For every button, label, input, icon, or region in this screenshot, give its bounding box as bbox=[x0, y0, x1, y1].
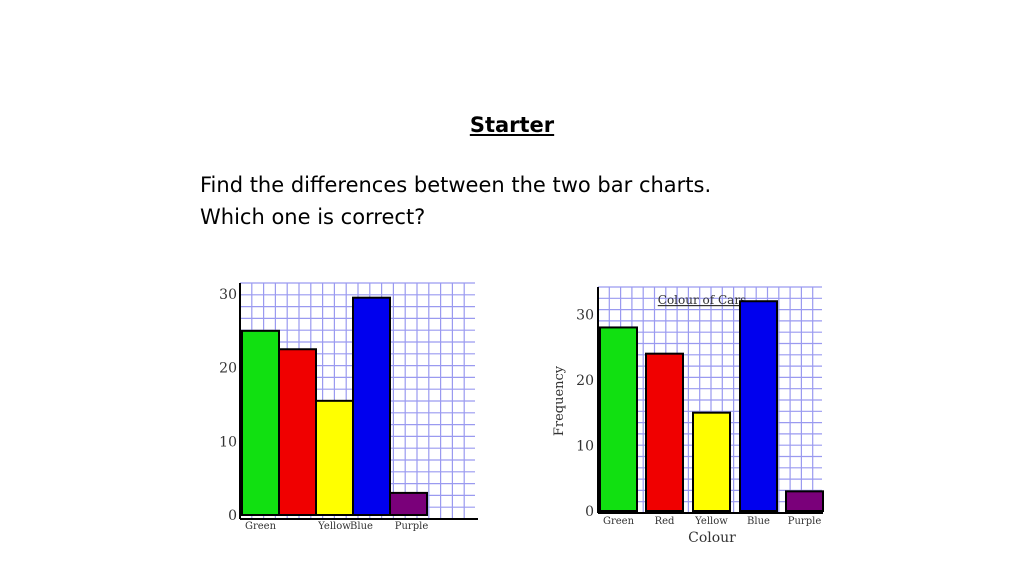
bar-yellow bbox=[692, 411, 731, 513]
bar-yellow bbox=[315, 399, 354, 516]
bar-purple bbox=[389, 491, 428, 516]
bar-blue bbox=[739, 300, 778, 512]
question-line-1: Find the differences between the two bar… bbox=[200, 173, 712, 197]
y-tick-label: 20 bbox=[219, 361, 237, 377]
y-tick-label: 10 bbox=[576, 438, 594, 454]
bar-green bbox=[599, 326, 638, 512]
bar-blue bbox=[352, 296, 391, 516]
x-tick-label: Yellow bbox=[694, 516, 728, 527]
y-tick-label: 0 bbox=[585, 504, 594, 520]
y-tick-label: 30 bbox=[576, 307, 594, 323]
y-tick-label: 30 bbox=[219, 287, 237, 303]
x-tick-label: Green bbox=[603, 516, 635, 527]
bar-green bbox=[241, 329, 280, 517]
y-tick-label: 10 bbox=[219, 434, 237, 450]
x-tick-label: Yellow bbox=[317, 521, 351, 532]
x-tick-label: Purple bbox=[788, 516, 822, 527]
bar-chart-left: 0 10 20 30 Green Yellow Blue Purple bbox=[219, 282, 478, 532]
x-axis-label: Colour bbox=[688, 530, 736, 546]
y-tick-label: 0 bbox=[228, 508, 237, 524]
x-tick-label: Purple bbox=[395, 521, 429, 532]
page-title: Starter bbox=[469, 113, 555, 137]
bar-purple bbox=[785, 490, 824, 512]
x-tick-label: Blue bbox=[747, 516, 770, 527]
x-tick-label: Blue bbox=[350, 521, 373, 532]
y-tick-label: 20 bbox=[576, 373, 594, 389]
bar-red bbox=[645, 352, 684, 512]
bar-item-1 bbox=[278, 348, 317, 516]
y-axis-label: Frequency bbox=[552, 365, 567, 436]
chart-title: Colour of Cars bbox=[658, 293, 746, 307]
question-line-2: Which one is correct? bbox=[200, 205, 426, 229]
x-tick-label: Red bbox=[655, 516, 675, 527]
x-tick-label: Green bbox=[245, 521, 277, 532]
bar-chart-right: Colour of Cars 0 10 20 30 Green Red Yellow Blu… bbox=[552, 286, 824, 546]
